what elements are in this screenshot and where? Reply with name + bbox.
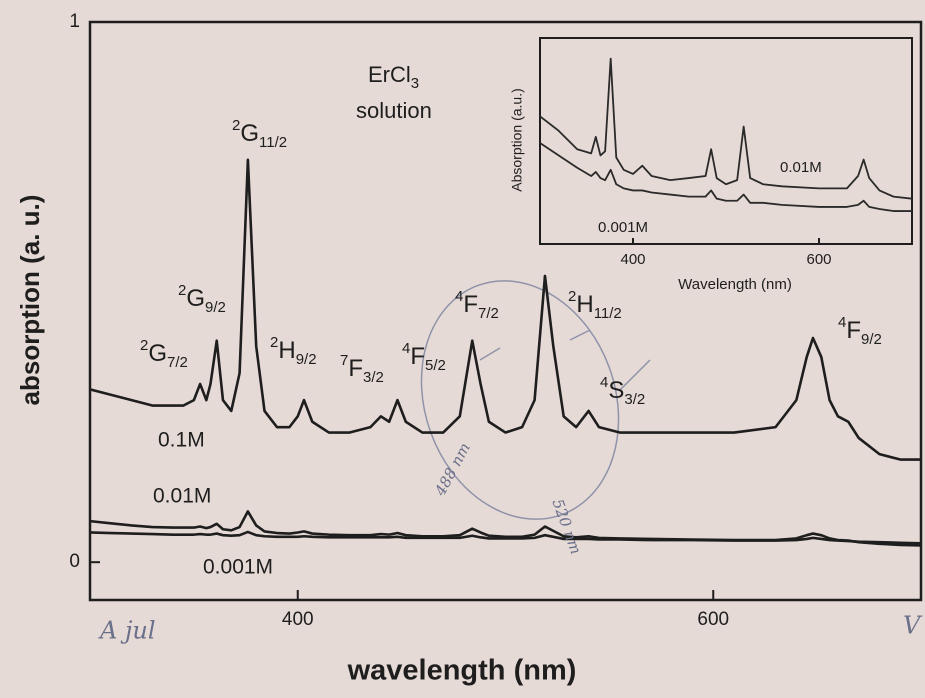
peak-label-sup: 4	[455, 288, 463, 305]
peak-label: 2G9/2	[178, 282, 226, 316]
peak-label-main: S	[608, 377, 624, 404]
peak-label-sub: 5/2	[425, 357, 446, 374]
peak-label-sub: 7/2	[167, 354, 188, 371]
sample-label-line2: solution	[356, 98, 432, 123]
y-axis-label: Absorption (a.u.)	[509, 88, 525, 192]
series-line	[539, 57, 913, 200]
peak-label-sub: 9/2	[296, 351, 317, 368]
peak-label-sub: 3/2	[363, 369, 384, 386]
peak-label: 2G7/2	[140, 337, 188, 371]
peak-label-sub: 7/2	[478, 305, 499, 322]
series-label: 0.001M	[203, 556, 273, 579]
peak-label-sup: 2	[232, 117, 240, 134]
inset-frame	[539, 37, 913, 245]
peak-label-sup: 2	[270, 334, 278, 351]
peak-label-sup: 7	[340, 352, 348, 369]
series-label: 0.01M	[153, 485, 211, 508]
peak-label-main: G	[240, 120, 259, 147]
x-tick-label: 400	[620, 251, 645, 268]
x-axis-label: wavelength (nm)	[347, 655, 577, 687]
series-line	[89, 530, 922, 545]
y-axis-label: absorption (a. u.)	[15, 195, 45, 406]
peak-label-main: F	[410, 343, 425, 370]
sample-label-sub: 3	[411, 75, 419, 92]
peak-label-main: F	[846, 317, 861, 344]
peak-label-main: G	[186, 285, 205, 312]
sample-label-main: ErCl	[368, 62, 411, 87]
peak-label-main: G	[148, 340, 167, 367]
peak-label: 2H11/2	[568, 288, 622, 322]
x-tick-label: 600	[806, 251, 831, 268]
peak-label-main: H	[278, 337, 295, 364]
series-label: 0.01M	[780, 159, 822, 176]
series-line	[89, 158, 921, 461]
peak-label-sub: 11/2	[259, 134, 287, 151]
series-line	[539, 142, 912, 212]
peak-label: 2G11/2	[232, 117, 287, 151]
x-tick-label: 600	[697, 609, 729, 630]
peak-label: 7F3/2	[340, 352, 384, 386]
peak-label: 4F7/2	[455, 288, 499, 322]
peak-label: 2H9/2	[270, 334, 317, 368]
peak-label-sup: 2	[140, 337, 148, 354]
x-axis-label: Wavelength (nm)	[678, 276, 792, 293]
peak-label-sup: 4	[838, 314, 846, 331]
peak-label-main: F	[463, 291, 478, 318]
inset-background	[537, 36, 915, 245]
peak-label-sub: 3/2	[624, 391, 645, 408]
peak-label-sup: 4	[600, 374, 608, 391]
y-tick-label: 0	[69, 551, 80, 572]
peak-label-main: H	[576, 291, 593, 318]
series-label: 0.001M	[598, 219, 648, 236]
handwritten-note: V	[903, 612, 923, 640]
peak-label-sub: 11/2	[594, 305, 622, 322]
peak-label-sub: 9/2	[861, 331, 882, 348]
y-tick-label: 1	[69, 11, 80, 32]
peak-label-sup: 4	[402, 340, 410, 357]
peak-label: 4F5/2	[402, 340, 446, 374]
plot-frame	[88, 20, 923, 602]
peak-label-main: F	[348, 355, 363, 382]
x-tick-label: 400	[282, 609, 314, 630]
handwritten-note: A jul	[98, 617, 156, 645]
peak-label-sup: 2	[568, 288, 576, 305]
peak-label: 4F9/2	[838, 314, 882, 348]
series-label: 0.1M	[158, 429, 205, 452]
peak-label-sup: 2	[178, 282, 186, 299]
hand-strokes	[479, 329, 651, 391]
peak-label: 4S3/2	[600, 374, 645, 408]
sample-label: ErCl3	[368, 62, 419, 92]
peak-label-sub: 9/2	[205, 299, 226, 316]
series-line	[89, 510, 922, 547]
